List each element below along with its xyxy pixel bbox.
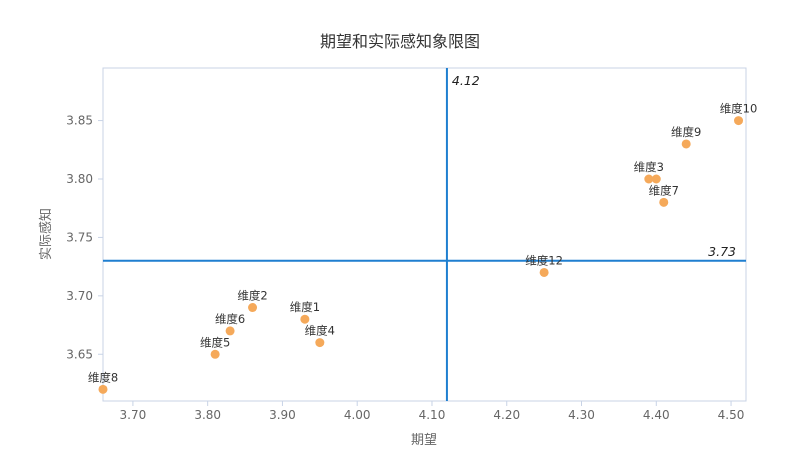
data-point — [248, 303, 258, 313]
x-tick-label: 4.50 — [718, 408, 745, 422]
data-point — [539, 267, 549, 277]
data-point — [315, 338, 325, 348]
data-points: 维度1 维度2 维度3 维度4 维度5 维度6 维度7 维度8 维度9 维度10 维度12 — [88, 102, 758, 394]
data-point-label: 维度10 — [720, 102, 758, 116]
y-tick-label: 3.80 — [66, 172, 93, 186]
y-tick-label: 3.75 — [66, 230, 93, 244]
vertical-reference-label: 4.12 — [452, 73, 480, 88]
data-point — [225, 326, 235, 336]
data-point — [681, 139, 691, 149]
data-point-label: 维度1 — [290, 300, 320, 314]
plot-frame — [102, 67, 747, 402]
data-point — [644, 174, 654, 184]
data-point-label: 维度9 — [671, 125, 701, 139]
x-tick-label: 4.40 — [643, 408, 670, 422]
x-tick-label: 4.00 — [344, 408, 371, 422]
data-point — [300, 314, 310, 324]
data-point-label: 维度5 — [200, 335, 230, 349]
data-point — [210, 349, 220, 359]
x-tick-label: 3.80 — [194, 408, 221, 422]
x-tick-label: 4.20 — [493, 408, 520, 422]
data-point-label: 维度8 — [88, 370, 118, 384]
axis-ticks: 3.70 3.80 3.90 4.00 4.10 4.20 4.30 4.40 4.50 3.65… — [66, 114, 744, 422]
x-tick-label: 3.90 — [269, 408, 296, 422]
data-point-label: 维度7 — [649, 183, 679, 197]
horizontal-reference-label: 3.73 — [708, 244, 736, 259]
y-tick-label: 3.65 — [66, 347, 93, 361]
x-axis-title: 期望 — [411, 432, 437, 448]
chart-title: 期望和实际感知象限图 — [320, 32, 480, 51]
x-tick-label: 4.30 — [568, 408, 595, 422]
data-point — [734, 116, 744, 126]
data-point — [98, 384, 108, 394]
y-tick-label: 3.85 — [66, 114, 93, 128]
data-point — [659, 197, 669, 207]
data-point-label: 维度12 — [525, 253, 563, 267]
data-point — [651, 174, 661, 184]
data-point-label: 维度4 — [305, 324, 335, 338]
x-tick-label: 3.70 — [120, 408, 147, 422]
reference-lines: 4.12 3.73 — [103, 68, 746, 401]
data-point-label: 维度2 — [237, 289, 267, 303]
y-tick-label: 3.70 — [66, 289, 93, 303]
x-tick-label: 4.10 — [419, 408, 446, 422]
data-point-label: 维度6 — [215, 312, 245, 326]
data-point-label: 维度3 — [634, 160, 664, 174]
y-axis-title: 实际感知 — [38, 208, 54, 260]
